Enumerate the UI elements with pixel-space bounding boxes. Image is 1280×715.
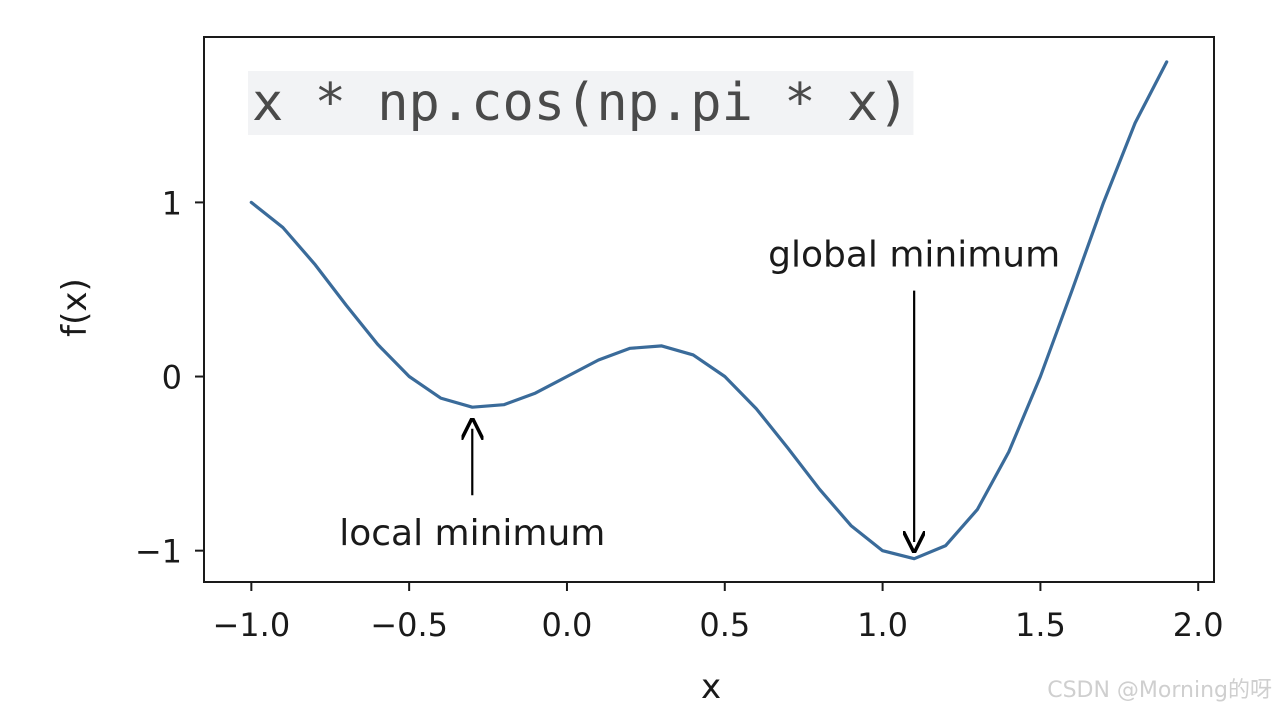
series-line-0	[249, 60, 1169, 561]
annotation-label: global minimum	[768, 235, 1060, 276]
y-tick-label: −1	[135, 533, 182, 571]
y-tick-label: 0	[162, 359, 182, 397]
y-axis-label: f(x)	[55, 278, 95, 337]
y-tick-label: 1	[162, 184, 182, 222]
chart-title-background	[248, 71, 914, 135]
chart-title: x * np.cos(np.pi * x)	[252, 73, 909, 133]
x-tick-label: 2.0	[1173, 606, 1224, 644]
watermark: CSDN @Morning的呀	[1047, 678, 1272, 703]
x-tick-label: 1.0	[857, 606, 908, 644]
x-tick-label: 0.5	[699, 606, 750, 644]
x-tick-label: −1.0	[212, 606, 290, 644]
x-axis-label: x	[701, 667, 721, 707]
x-tick-label: 0.0	[542, 606, 593, 644]
x-tick-label: 1.5	[1015, 606, 1066, 644]
plot-frame	[203, 36, 1215, 583]
x-tick-label: −0.5	[370, 606, 448, 644]
annotation-label: local minimum	[339, 513, 605, 554]
